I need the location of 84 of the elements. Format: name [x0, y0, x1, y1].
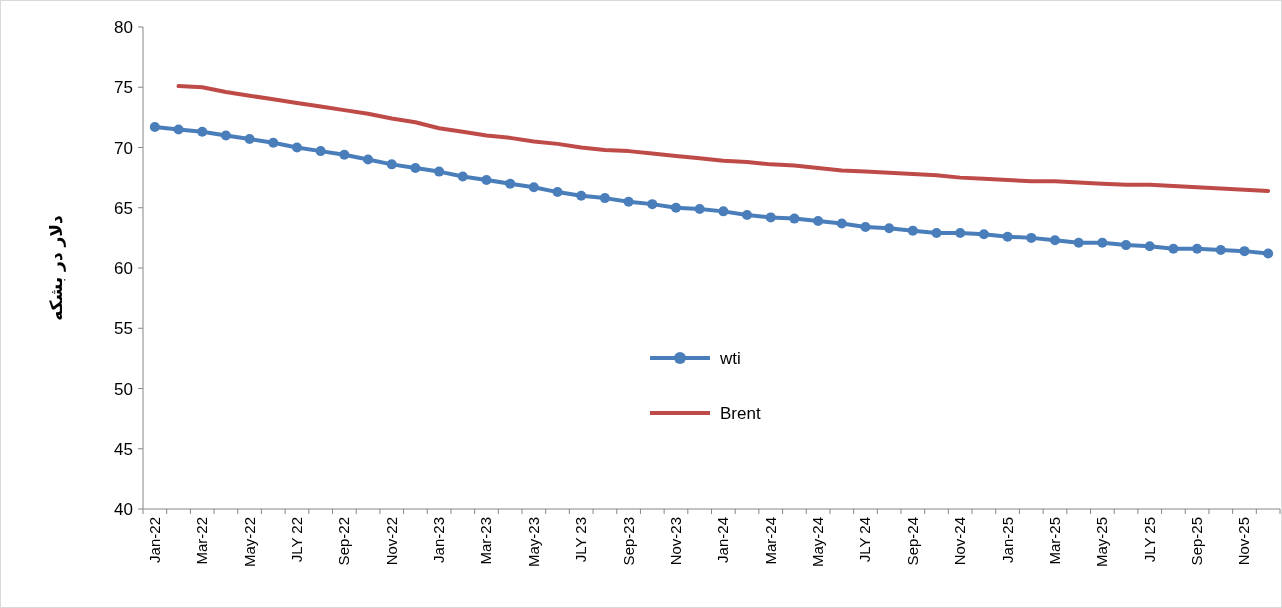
point	[363, 154, 374, 165]
point	[1168, 243, 1179, 254]
y-axis-title: دلار در بشکه	[46, 215, 66, 321]
point	[1263, 248, 1274, 259]
point	[457, 171, 468, 182]
point	[1002, 231, 1013, 242]
x-tick-label: Jan-22	[145, 517, 163, 563]
x-tick-label: Mar-23	[477, 517, 495, 565]
x-tick-label: May-24	[809, 517, 827, 568]
y-tick-label: 55	[114, 319, 133, 339]
point	[907, 225, 918, 236]
point	[149, 122, 160, 133]
point	[955, 228, 966, 239]
point	[1026, 232, 1037, 243]
point	[1121, 240, 1132, 251]
x-tick-label: Mar-24	[761, 517, 779, 565]
x-tick-label: Nov-25	[1235, 517, 1253, 566]
point	[528, 182, 539, 193]
x-tick-label: May-22	[240, 517, 258, 568]
point	[1144, 241, 1155, 252]
x-tick-label: May-23	[524, 517, 542, 568]
point	[1097, 237, 1108, 248]
point	[1215, 244, 1226, 255]
x-tick-label: Nov-22	[382, 517, 400, 566]
point	[813, 216, 824, 227]
point	[1049, 235, 1060, 246]
point	[694, 203, 705, 214]
y-tick-label: 70	[114, 138, 133, 158]
point	[718, 206, 729, 217]
y-tick-label: 45	[114, 439, 133, 459]
x-tick-label: JLY 25	[1140, 517, 1158, 563]
point	[576, 190, 587, 201]
y-tick-label: 65	[114, 198, 133, 218]
legend-label: wti	[719, 349, 741, 368]
point	[978, 229, 989, 240]
x-tick-label: JLY 22	[287, 517, 305, 563]
x-tick-label: Jan-23	[430, 517, 448, 563]
x-tick-label: Mar-25	[1045, 517, 1063, 565]
point	[410, 162, 421, 173]
x-tick-label: JLY 24	[856, 517, 874, 563]
point	[789, 213, 800, 224]
y-tick-label: 60	[114, 259, 133, 278]
point	[1073, 237, 1084, 248]
point	[1192, 243, 1203, 254]
point	[623, 196, 634, 207]
point	[291, 142, 302, 153]
point	[884, 223, 895, 234]
point	[1239, 246, 1250, 257]
point	[244, 134, 255, 145]
point	[836, 218, 847, 229]
point	[599, 193, 610, 204]
x-tick-label: Nov-23	[666, 517, 684, 566]
x-tick-label: Sep-25	[1188, 517, 1206, 566]
y-tick-label: 50	[114, 379, 133, 399]
point	[552, 187, 563, 198]
point	[197, 126, 208, 137]
point	[670, 202, 681, 213]
point	[647, 199, 658, 210]
point	[268, 137, 279, 148]
point	[434, 166, 445, 177]
y-tick-label: 40	[114, 500, 133, 519]
point	[931, 228, 942, 239]
point	[860, 222, 871, 233]
x-tick-label: Jan-24	[714, 517, 732, 563]
x-tick-label: Jan-25	[998, 517, 1016, 563]
y-tick-label: 80	[114, 18, 133, 37]
y-tick-label: 75	[114, 78, 133, 98]
point	[505, 178, 516, 189]
point	[315, 146, 326, 157]
x-tick-label: Sep-24	[903, 517, 921, 566]
point	[765, 212, 776, 223]
x-tick-label: JLY 23	[572, 517, 590, 563]
x-tick-label: Nov-24	[951, 517, 969, 566]
x-tick-label: Mar-22	[193, 517, 211, 565]
x-tick-label: May-25	[1093, 517, 1111, 568]
point	[386, 159, 397, 170]
legend-label: Brent	[720, 404, 761, 423]
x-tick-label: Sep-23	[619, 517, 637, 566]
point	[220, 130, 231, 141]
x-tick-label: Sep-22	[335, 517, 353, 566]
point	[339, 149, 350, 160]
point	[742, 209, 753, 220]
point	[481, 175, 492, 186]
point	[173, 124, 184, 135]
